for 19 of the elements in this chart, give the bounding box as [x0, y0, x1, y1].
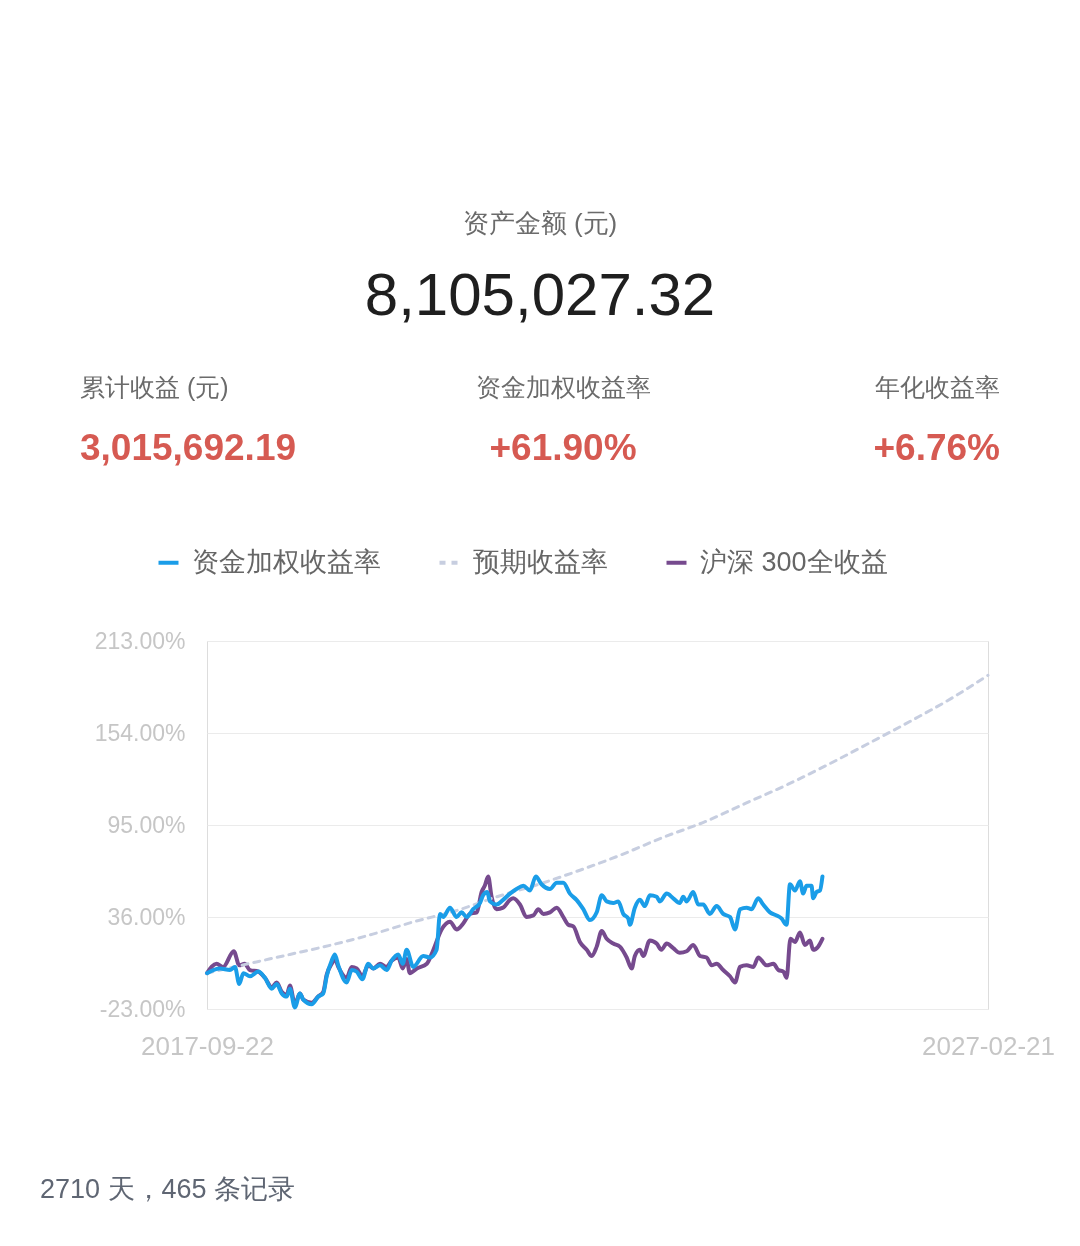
text: 3,015,692.19: [80, 427, 297, 468]
y-tick-label: -23.00%: [99, 995, 186, 1022]
text: 2710 天，465 条记录: [40, 1174, 296, 1204]
text: +6.76%: [873, 427, 1000, 468]
legend-label: 资金加权收益率: [192, 546, 381, 577]
y-tick-label: 213.00%: [94, 627, 186, 654]
x-tick-label: 2017-09-22: [141, 1030, 274, 1061]
text: 资产金额 (元): [462, 208, 618, 238]
x-tick-label: 2027-02-21: [922, 1030, 1055, 1061]
text: 资金加权收益率: [475, 373, 651, 401]
text: 8,105,027.32: [364, 261, 716, 328]
y-tick-label: 154.00%: [94, 719, 186, 746]
legend-label: 预期收益率: [473, 546, 608, 577]
y-tick-label: 95.00%: [107, 811, 186, 838]
legend-label: 沪深 300全收益: [700, 546, 888, 577]
y-tick-label: 36.00%: [107, 903, 186, 930]
text: +61.90%: [489, 427, 637, 468]
text: 年化收益率: [875, 373, 1000, 401]
text: 累计收益 (元): [80, 373, 229, 401]
